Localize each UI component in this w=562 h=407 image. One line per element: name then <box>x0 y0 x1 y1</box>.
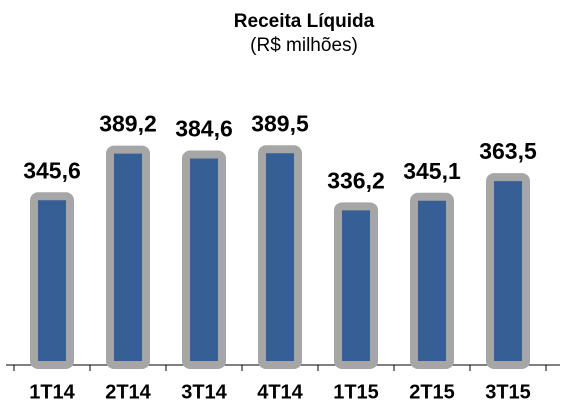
bar <box>30 192 74 369</box>
value-label: 336,2 <box>327 167 385 193</box>
x-tick-label: 3T15 <box>485 381 531 403</box>
x-tick-label: 3T14 <box>181 381 227 403</box>
bar <box>182 150 226 369</box>
x-tick-label: 2T14 <box>105 381 151 403</box>
value-label: 384,6 <box>175 116 233 142</box>
x-tick-label: 1T15 <box>333 381 379 403</box>
value-label: 345,1 <box>403 158 461 184</box>
x-tick-label: 4T14 <box>257 381 303 403</box>
chart-subtitle: (R$ milhões) <box>250 35 358 56</box>
x-tick-label: 2T15 <box>409 381 455 403</box>
value-label: 389,5 <box>251 110 309 136</box>
bar <box>410 192 454 369</box>
bar <box>334 202 378 369</box>
bar <box>486 173 530 369</box>
value-label: 389,2 <box>99 111 157 137</box>
value-label: 363,5 <box>479 138 537 164</box>
chart-title: Receita Líquida <box>234 11 375 32</box>
bar <box>106 145 150 369</box>
x-tick-label: 1T14 <box>29 381 75 403</box>
value-label: 345,6 <box>23 157 81 183</box>
bar <box>258 145 302 369</box>
